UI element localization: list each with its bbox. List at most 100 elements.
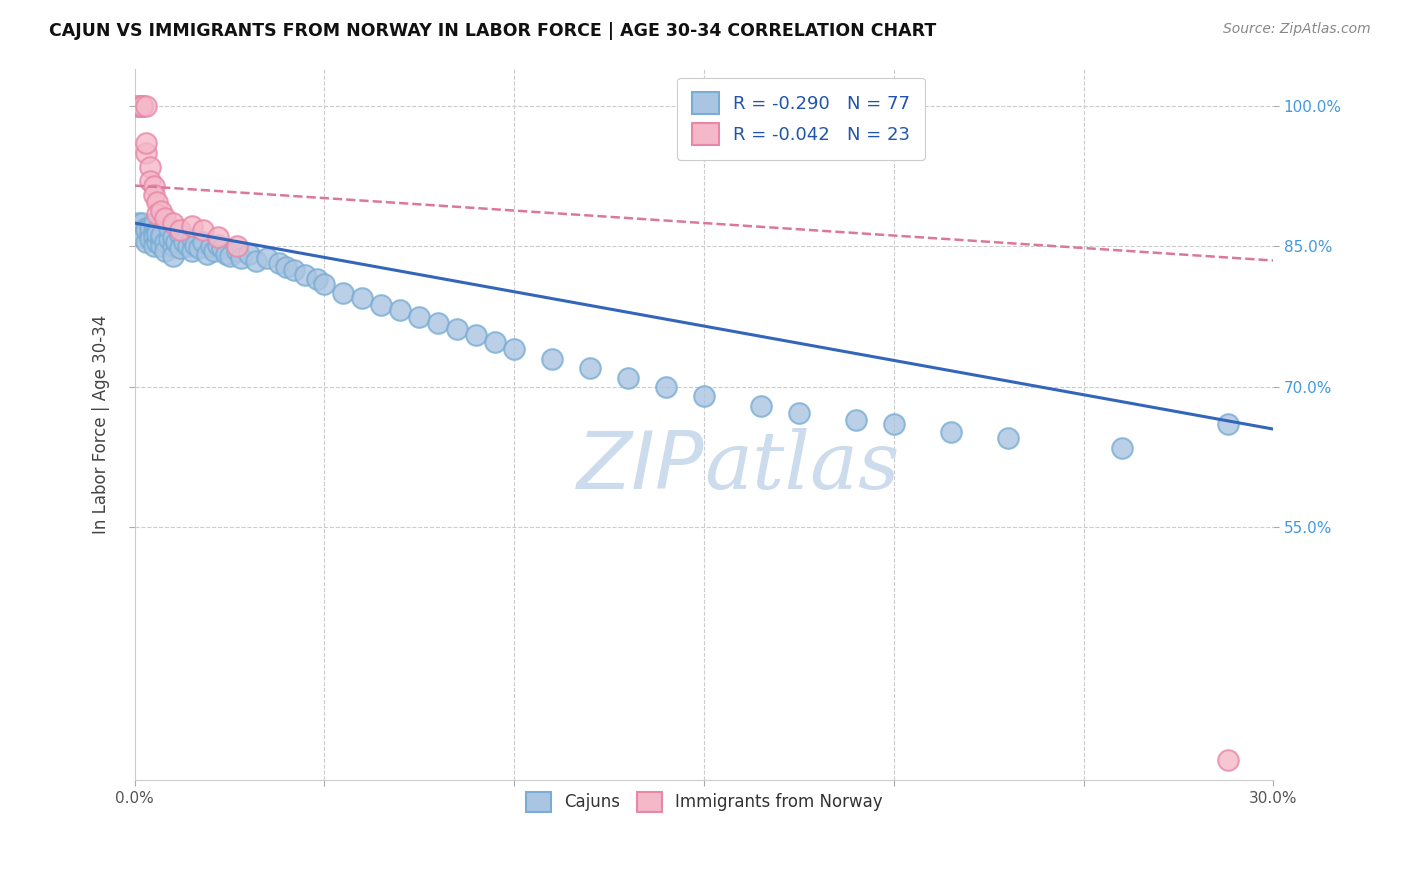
Point: [226, 239, 249, 253]
Point: [408, 310, 430, 324]
Point: [162, 230, 184, 244]
Point: [135, 220, 157, 235]
Point: [305, 272, 328, 286]
Point: [200, 239, 222, 253]
Point: [191, 222, 214, 236]
Point: [238, 247, 260, 261]
Point: [207, 237, 229, 252]
Point: [169, 228, 191, 243]
Point: [484, 334, 506, 349]
Point: [146, 235, 169, 249]
Point: [195, 247, 218, 261]
Point: [845, 413, 868, 427]
Point: [157, 220, 180, 235]
Text: ZIP: ZIP: [576, 428, 704, 506]
Point: [177, 239, 200, 253]
Point: [218, 249, 240, 263]
Point: [150, 232, 173, 246]
Point: [211, 241, 233, 255]
Point: [150, 239, 173, 253]
Point: [169, 222, 191, 236]
Point: [162, 216, 184, 230]
Point: [693, 389, 716, 403]
Point: [142, 239, 165, 253]
Point: [165, 235, 187, 249]
Point: [153, 211, 176, 226]
Point: [446, 322, 468, 336]
Point: [146, 194, 169, 209]
Point: [127, 216, 149, 230]
Point: [169, 241, 191, 255]
Point: [135, 235, 157, 249]
Point: [127, 99, 149, 113]
Point: [188, 241, 211, 255]
Point: [314, 277, 336, 291]
Point: [180, 232, 202, 246]
Point: [142, 178, 165, 193]
Point: [142, 216, 165, 230]
Legend: Cajuns, Immigrants from Norway: Cajuns, Immigrants from Norway: [512, 779, 896, 825]
Point: [579, 361, 602, 376]
Point: [427, 316, 450, 330]
Point: [131, 99, 153, 113]
Point: [939, 425, 962, 439]
Point: [162, 239, 184, 253]
Point: [465, 328, 488, 343]
Point: [541, 351, 564, 366]
Point: [294, 268, 316, 282]
Point: [276, 260, 298, 274]
Point: [1111, 441, 1133, 455]
Point: [131, 230, 153, 244]
Point: [352, 291, 374, 305]
Point: [202, 244, 225, 259]
Point: [139, 174, 162, 188]
Point: [749, 399, 772, 413]
Point: [139, 160, 162, 174]
Text: atlas: atlas: [704, 428, 900, 506]
Point: [655, 380, 678, 394]
Point: [184, 237, 207, 252]
Point: [139, 220, 162, 235]
Point: [146, 207, 169, 221]
Point: [135, 99, 157, 113]
Point: [370, 297, 392, 311]
Point: [131, 99, 153, 113]
Point: [131, 216, 153, 230]
Point: [135, 145, 157, 160]
Point: [150, 203, 173, 218]
Text: Source: ZipAtlas.com: Source: ZipAtlas.com: [1223, 22, 1371, 37]
Point: [617, 370, 640, 384]
Point: [153, 244, 176, 259]
Point: [215, 247, 238, 261]
Y-axis label: In Labor Force | Age 30-34: In Labor Force | Age 30-34: [93, 315, 110, 534]
Point: [1216, 417, 1239, 432]
Point: [127, 99, 149, 113]
Point: [139, 232, 162, 246]
Point: [245, 253, 267, 268]
Point: [207, 230, 229, 244]
Point: [150, 228, 173, 243]
Point: [153, 235, 176, 249]
Point: [191, 235, 214, 249]
Point: [157, 232, 180, 246]
Point: [173, 235, 195, 249]
Point: [503, 343, 526, 357]
Point: [142, 230, 165, 244]
Point: [389, 303, 412, 318]
Point: [1216, 753, 1239, 767]
Text: CAJUN VS IMMIGRANTS FROM NORWAY IN LABOR FORCE | AGE 30-34 CORRELATION CHART: CAJUN VS IMMIGRANTS FROM NORWAY IN LABOR…: [49, 22, 936, 40]
Point: [229, 251, 252, 265]
Point: [787, 406, 810, 420]
Point: [142, 188, 165, 202]
Point: [146, 222, 169, 236]
Point: [135, 136, 157, 151]
Point: [135, 222, 157, 236]
Point: [180, 244, 202, 259]
Point: [139, 228, 162, 243]
Point: [883, 417, 905, 432]
Point: [180, 219, 202, 233]
Point: [131, 99, 153, 113]
Point: [142, 226, 165, 240]
Point: [146, 227, 169, 242]
Point: [332, 286, 354, 301]
